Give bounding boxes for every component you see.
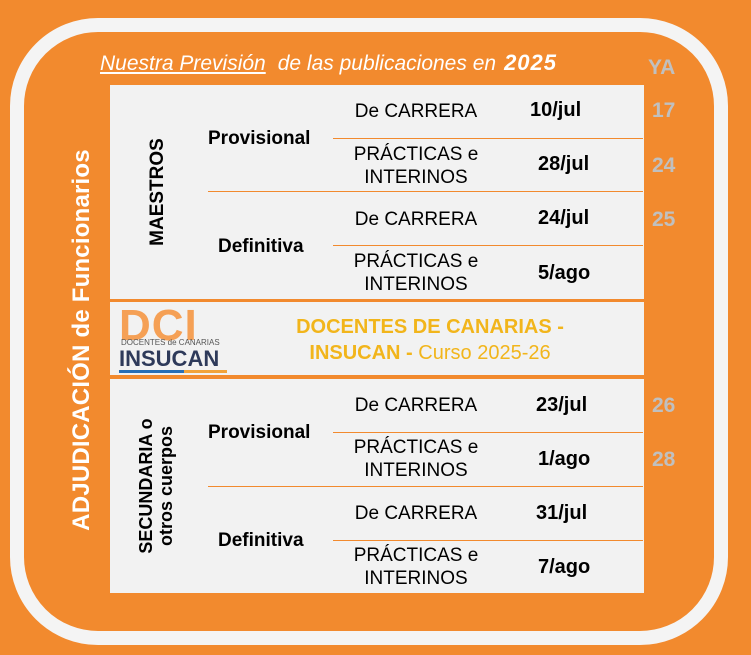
brand-band xyxy=(110,302,644,375)
secundaria-provisional-label: Provisional xyxy=(208,422,311,443)
divider xyxy=(333,540,643,541)
category-label: De CARRERA xyxy=(354,503,478,524)
header-year: 2025 xyxy=(504,50,558,75)
header-middle: de las publicaciones en xyxy=(277,52,497,75)
ya-value: 24 xyxy=(652,154,676,177)
date-value: 10/jul xyxy=(530,99,582,121)
secundaria-group-label: SECUNDARIA o otros cuerpos xyxy=(136,418,176,554)
date-value: 28/jul xyxy=(538,153,590,175)
date-value: 24/jul xyxy=(538,207,590,229)
divider xyxy=(208,486,643,487)
brand-text: DOCENTES DE CANARIAS - INSUCAN - Curso 2… xyxy=(250,314,610,366)
category-label: PRÁCTICAS e INTERINOS xyxy=(353,251,479,295)
ya-value: 28 xyxy=(652,448,676,471)
dci-insucan-logo: DCI DOCENTES de CANARIAS INSUCAN xyxy=(119,304,229,373)
category-label: PRÁCTICAS e INTERINOS xyxy=(353,437,479,481)
category-label: PRÁCTICAS e INTERINOS xyxy=(353,144,479,188)
brand-line1: DOCENTES DE CANARIAS - xyxy=(296,316,564,338)
maestros-panel xyxy=(110,85,644,299)
secundaria-definitiva-label: Definitiva xyxy=(218,530,304,551)
category-label: De CARRERA xyxy=(354,395,478,416)
divider xyxy=(208,191,643,192)
divider xyxy=(333,138,643,139)
divider xyxy=(333,432,643,433)
maestros-provisional-label: Provisional xyxy=(208,128,311,149)
date-value: 5/ago xyxy=(538,262,591,284)
maestros-definitiva-label: Definitiva xyxy=(218,236,304,257)
date-value: 1/ago xyxy=(538,448,591,470)
ya-value: 17 xyxy=(652,99,676,122)
category-label: De CARRERA xyxy=(354,101,478,122)
category-label: PRÁCTICAS e INTERINOS xyxy=(353,545,479,589)
date-value: 7/ago xyxy=(538,556,591,578)
rounded-frame xyxy=(10,18,728,645)
brand-line2: INSUCAN - Curso 2025-26 xyxy=(309,342,551,364)
ya-value: 26 xyxy=(652,394,676,417)
header-underlined: Nuestra Previsión xyxy=(100,52,266,75)
category-label: De CARRERA xyxy=(354,209,478,230)
side-title: ADJUDICACIÓN de Funcionarios xyxy=(68,149,95,531)
date-value: 23/jul xyxy=(536,394,588,416)
header-line: Nuestra Previsión de las publicaciones en… xyxy=(100,50,557,76)
divider xyxy=(333,245,643,246)
date-value: 31/jul xyxy=(536,502,588,524)
ya-value: 25 xyxy=(652,208,676,231)
maestros-group-label: MAESTROS xyxy=(147,138,168,246)
ya-column-label: YA xyxy=(648,56,676,79)
